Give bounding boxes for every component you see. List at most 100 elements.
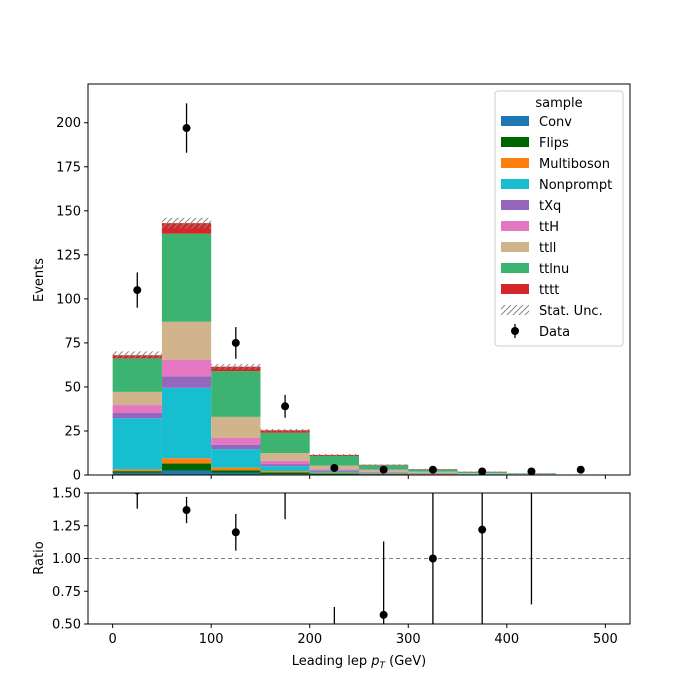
ratio-point-1 [182, 506, 191, 515]
main-x-ticks [112, 475, 606, 479]
bar-txq-bin-2 [211, 444, 261, 450]
data-point-0 [133, 286, 142, 295]
ratio-ytick-label-2: 1.00 [52, 552, 81, 567]
legend-swatch-nonprompt [501, 179, 529, 189]
legend: sample Conv Flips Multiboson Nonprompt tXq tt… [494, 90, 624, 347]
bar-nonprompt-bin-2 [211, 449, 261, 468]
legend-swatch-ttll [501, 242, 529, 252]
data-point-7 [478, 467, 487, 475]
stacked-histogram [112, 223, 606, 475]
legend-swatch-tth [501, 221, 529, 231]
bar-nonprompt-bin-3 [260, 466, 310, 472]
data-point-9 [576, 465, 585, 474]
bar-txq-bin-1 [161, 376, 212, 388]
x-axis-label: Leading lep pT (GeV) [292, 654, 426, 671]
bar-ttlnu-bin-1 [161, 233, 212, 322]
ratio-point-7 [478, 525, 487, 534]
ratio-xtick-label-5: 500 [593, 632, 618, 647]
bar-multiboson-bin-6 [408, 473, 458, 475]
ratio-ytick-label-4: 1.50 [52, 487, 81, 502]
bar-nonprompt-bin-1 [161, 387, 212, 459]
ratio-point-5 [379, 610, 388, 619]
legend-swatch-stat-unc [501, 305, 529, 315]
bar-nonprompt-bin-4 [309, 471, 359, 473]
ratio-xtick-label-3: 300 [396, 632, 421, 647]
legend-label-tth: ttH [539, 220, 559, 235]
ratio-xtick-label-4: 400 [494, 632, 519, 647]
main-ytick-label-8: 200 [56, 116, 81, 131]
series-nonprompt [112, 387, 557, 475]
bar-multiboson-bin-1 [161, 458, 212, 464]
legend-items: Conv Flips Multiboson Nonprompt tXq ttH ttll tt… [501, 115, 612, 340]
bar-tth-bin-0 [112, 405, 162, 414]
ratio-x-ticks: 0 100 200 300 400 500 [108, 624, 618, 647]
bar-multiboson-bin-5 [359, 473, 409, 475]
data-point-1 [182, 124, 191, 133]
stat-unc-bin-3 [260, 428, 310, 432]
legend-swatch-data [511, 327, 519, 335]
bar-multiboson-bin-2 [211, 467, 261, 471]
legend-label-txq: tXq [539, 199, 561, 214]
legend-label-conv: Conv [539, 115, 572, 130]
main-ytick-label-5: 125 [56, 248, 81, 263]
bar-txq-bin-0 [112, 413, 162, 419]
bar-nonprompt-bin-0 [112, 418, 162, 470]
x-axis-label-subscript: T [379, 661, 386, 671]
legend-label-tttt: tttt [539, 283, 559, 298]
data-point-2 [231, 338, 240, 347]
main-panel: 0 25 50 75 100 125 150 175 200 Events sample Con… [32, 83, 631, 484]
bar-multiboson-bin-3 [260, 471, 310, 473]
bar-flips-bin-4 [309, 473, 359, 475]
main-axes-frame [87, 83, 631, 476]
legend-swatch-ttlnu [501, 263, 529, 273]
bar-tth-bin-3 [260, 460, 310, 465]
stat-unc-bin-2 [211, 364, 261, 370]
main-y-ticks: 0 25 50 75 100 125 150 175 200 [56, 116, 88, 484]
ratio-ytick-label-1: 0.75 [52, 585, 81, 600]
ratio-points [134, 493, 533, 624]
legend-swatch-tttt [501, 284, 529, 294]
ratio-panel: 0.50 0.75 1.00 1.25 1.50 0 100 200 300 400 500 Ra… [32, 487, 631, 671]
bar-flips-bin-1 [161, 463, 212, 471]
bar-ttlnu-bin-3 [260, 432, 310, 453]
legend-label-stat-unc: Stat. Unc. [539, 304, 603, 319]
legend-label-data: Data [539, 325, 570, 340]
x-axis-label-symbol: p [370, 654, 379, 669]
ratio-y-axis-label: Ratio [32, 541, 47, 574]
data-point-8 [527, 467, 536, 475]
bar-multiboson-bin-0 [112, 469, 162, 472]
bar-ttll-bin-2 [211, 416, 261, 439]
ratio-ytick-label-0: 0.50 [52, 618, 81, 633]
bar-ttlnu-bin-2 [211, 371, 261, 417]
main-y-axis-label: Events [32, 258, 47, 302]
bar-conv-bin-0 [112, 472, 162, 475]
legend-title: sample [535, 96, 582, 111]
ratio-ytick-label-3: 1.25 [52, 519, 81, 534]
ratio-xtick-label-1: 100 [199, 632, 224, 647]
bar-conv-bin-2 [211, 472, 261, 475]
stat-unc-bin-5 [359, 464, 409, 466]
main-ytick-label-2: 50 [64, 380, 81, 395]
main-ytick-label-0: 0 [73, 469, 81, 484]
bar-ttll-bin-3 [260, 452, 310, 461]
ratio-xtick-label-0: 0 [108, 632, 116, 647]
legend-swatch-multiboson [501, 158, 529, 168]
bar-ttlnu-bin-4 [309, 455, 359, 466]
main-ytick-label-7: 175 [56, 160, 81, 175]
series-ttll [112, 321, 606, 475]
legend-frame [494, 90, 624, 347]
main-ytick-label-3: 75 [64, 336, 81, 351]
bar-tth-bin-1 [161, 359, 212, 377]
main-ytick-label-4: 100 [56, 292, 81, 307]
legend-label-nonprompt: Nonprompt [539, 178, 612, 193]
data-point-5 [379, 465, 388, 474]
bar-txq-bin-3 [260, 464, 310, 467]
legend-label-ttlnu: ttlnu [539, 262, 569, 277]
bar-flips-bin-0 [112, 471, 162, 473]
bar-conv-bin-1 [161, 470, 212, 475]
bar-tth-bin-2 [211, 438, 261, 445]
data-point-6 [428, 465, 437, 474]
data-point-4 [330, 463, 339, 472]
ratio-point-6 [428, 554, 437, 563]
ratio-xtick-label-2: 200 [297, 632, 322, 647]
